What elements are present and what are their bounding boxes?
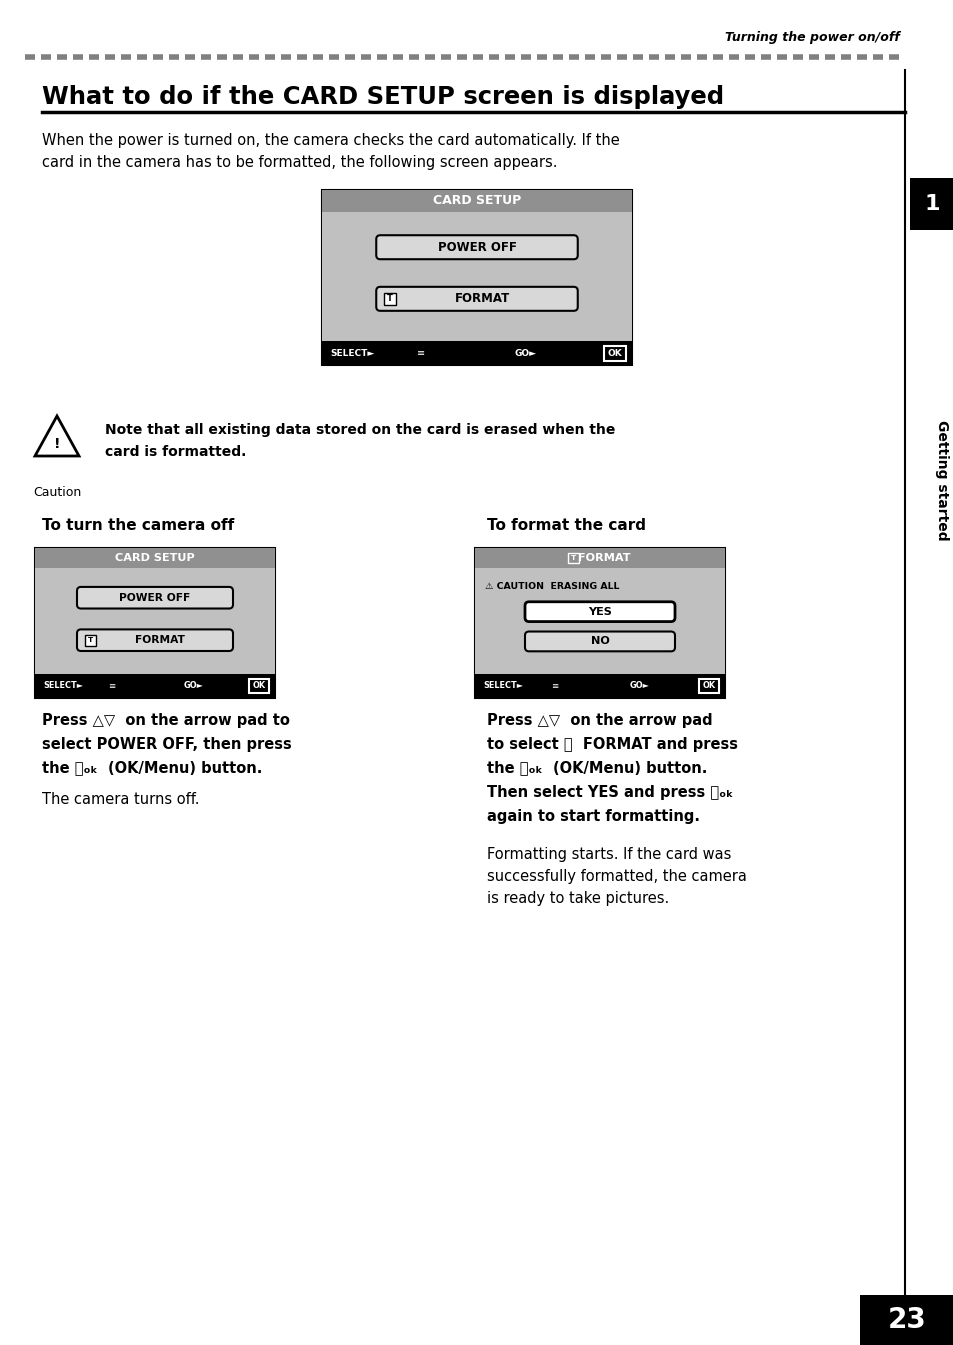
Text: NO: NO: [590, 636, 609, 647]
Bar: [859, 1295, 953, 1345]
Text: 23: 23: [886, 1306, 925, 1334]
Bar: [909, 178, 953, 230]
FancyBboxPatch shape: [77, 586, 233, 608]
Bar: [475, 547, 724, 568]
Text: OK: OK: [701, 682, 715, 690]
Bar: [603, 346, 625, 360]
FancyBboxPatch shape: [77, 629, 233, 651]
Text: select POWER OFF, then press: select POWER OFF, then press: [42, 737, 292, 752]
Text: ⚠ CAUTION  ERASING ALL: ⚠ CAUTION ERASING ALL: [484, 582, 618, 592]
Text: To format the card: To format the card: [486, 518, 645, 533]
Text: POWER OFF: POWER OFF: [119, 593, 191, 603]
Text: to select Ⓣ  FORMAT and press: to select Ⓣ FORMAT and press: [486, 737, 738, 752]
Text: successfully formatted, the camera: successfully formatted, the camera: [486, 869, 746, 884]
Text: POWER OFF: POWER OFF: [437, 241, 516, 254]
Text: SELECT►: SELECT►: [330, 348, 374, 358]
Text: T: T: [387, 295, 393, 304]
Bar: [475, 547, 724, 698]
Text: Note that all existing data stored on the card is erased when the: Note that all existing data stored on th…: [105, 422, 615, 437]
FancyBboxPatch shape: [524, 601, 675, 621]
Text: the Ⓘₒₖ  (OK/Menu) button.: the Ⓘₒₖ (OK/Menu) button.: [486, 760, 706, 776]
Text: Turning the power on/off: Turning the power on/off: [724, 31, 899, 44]
Text: GO►: GO►: [629, 682, 649, 690]
Text: Press △▽  on the arrow pad: Press △▽ on the arrow pad: [486, 713, 712, 728]
Text: T: T: [571, 555, 576, 561]
Text: What to do if the CARD SETUP screen is displayed: What to do if the CARD SETUP screen is d…: [42, 85, 723, 109]
Text: OK: OK: [253, 682, 265, 690]
FancyBboxPatch shape: [375, 235, 578, 260]
Text: card is formatted.: card is formatted.: [105, 445, 246, 459]
Text: card in the camera has to be formatted, the following screen appears.: card in the camera has to be formatted, …: [42, 156, 557, 171]
Bar: [322, 190, 631, 364]
Bar: [322, 190, 631, 213]
Text: ≡: ≡: [416, 348, 425, 358]
Bar: [249, 679, 269, 693]
Bar: [35, 547, 274, 568]
Text: YES: YES: [587, 607, 611, 617]
Text: ≡: ≡: [108, 682, 115, 690]
Bar: [699, 679, 719, 693]
Text: FORMAT: FORMAT: [135, 635, 185, 646]
Bar: [35, 568, 274, 674]
Text: Then select YES and press Ⓘₒₖ: Then select YES and press Ⓘₒₖ: [486, 784, 733, 799]
Text: 1: 1: [923, 194, 939, 214]
Bar: [475, 568, 724, 674]
Bar: [322, 342, 631, 364]
Bar: [475, 674, 724, 698]
Text: CARD SETUP: CARD SETUP: [115, 553, 194, 564]
Bar: [384, 293, 395, 305]
Text: Formatting starts. If the card was: Formatting starts. If the card was: [486, 846, 731, 862]
Text: GO►: GO►: [514, 348, 536, 358]
Text: When the power is turned on, the camera checks the card automatically. If the: When the power is turned on, the camera …: [42, 133, 619, 148]
Bar: [322, 213, 631, 342]
Text: again to start formatting.: again to start formatting.: [486, 808, 700, 823]
Text: OK: OK: [607, 348, 621, 358]
Text: The camera turns off.: The camera turns off.: [42, 792, 199, 807]
FancyBboxPatch shape: [524, 632, 675, 651]
FancyBboxPatch shape: [375, 286, 578, 311]
Bar: [35, 674, 274, 698]
Text: Getting started: Getting started: [934, 420, 948, 541]
Bar: [85, 635, 95, 646]
Text: GO►: GO►: [184, 682, 203, 690]
Bar: [568, 553, 578, 564]
Text: ≡: ≡: [551, 682, 558, 690]
Polygon shape: [35, 416, 79, 456]
Text: FORMAT: FORMAT: [455, 292, 510, 305]
Text: the Ⓘₒₖ  (OK/Menu) button.: the Ⓘₒₖ (OK/Menu) button.: [42, 760, 262, 776]
Text: !: !: [53, 437, 60, 451]
Text: SELECT►: SELECT►: [482, 682, 522, 690]
Text: CARD SETUP: CARD SETUP: [433, 195, 520, 207]
Text: Press △▽  on the arrow pad to: Press △▽ on the arrow pad to: [42, 713, 290, 728]
Bar: [35, 547, 274, 698]
Text: SELECT►: SELECT►: [43, 682, 83, 690]
Text: To turn the camera off: To turn the camera off: [42, 518, 234, 533]
Text: T: T: [88, 638, 93, 643]
Text: is ready to take pictures.: is ready to take pictures.: [486, 890, 669, 905]
Text: FORMAT: FORMAT: [578, 553, 630, 564]
Text: Caution: Caution: [32, 486, 81, 499]
